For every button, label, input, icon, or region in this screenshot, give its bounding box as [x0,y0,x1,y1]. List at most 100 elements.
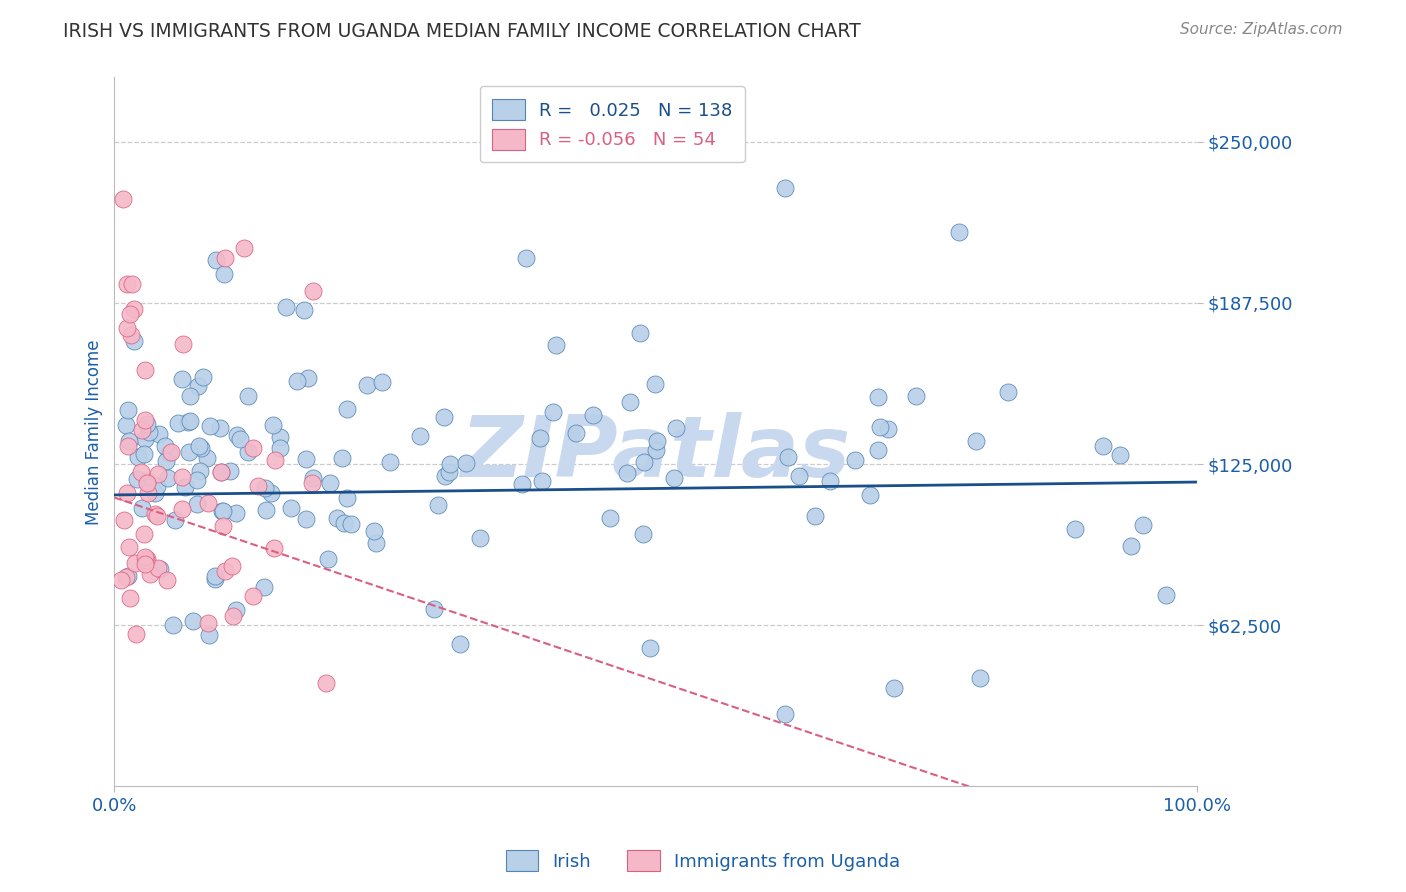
Point [869,420,891,434]
Point [156,470,179,484]
Point [172,337,194,351]
Point [233,242,256,256]
Point [1108,448,1130,462]
Point [204,572,226,586]
Point [209,465,232,479]
Point [219,464,242,478]
Point [318,475,340,490]
Point [190,441,212,455]
Point [170,470,193,484]
Point [148,467,170,481]
Point [336,491,359,505]
Point [208,420,231,434]
Point [115,417,138,432]
Point [263,541,285,555]
Point [160,445,183,459]
Point [644,377,666,392]
Point [1119,539,1142,553]
Point [868,390,890,404]
Point [645,443,668,458]
Point [330,451,353,466]
Point [195,451,218,466]
Point [112,192,135,206]
Point [260,486,283,500]
Point [179,445,201,459]
Point [378,455,401,469]
Point [564,425,586,440]
Point [153,439,176,453]
Point [131,465,153,479]
Point [197,615,219,630]
Point [433,409,456,424]
Point [138,425,160,439]
Point [221,559,243,574]
Point [229,432,252,446]
Text: ZIPatlas: ZIPatlas [460,411,851,494]
Point [274,300,297,314]
Point [633,455,655,469]
Point [264,453,287,467]
Point [366,536,388,550]
Point [449,637,471,651]
Point [363,524,385,538]
Point [546,338,568,352]
Point [135,417,157,432]
Point [136,475,159,490]
Point [269,430,291,444]
Point [315,676,337,690]
Point [904,389,927,403]
Point [225,506,247,520]
Point [117,403,139,417]
Point [253,580,276,594]
Point [242,442,264,456]
Point [170,372,193,386]
Point [115,486,138,500]
Point [647,434,669,448]
Point [162,618,184,632]
Point [112,513,135,527]
Point [422,602,444,616]
Point [269,441,291,455]
Point [134,433,156,447]
Point [969,671,991,685]
Point [134,557,156,571]
Point [426,498,449,512]
Point [114,570,136,584]
Point [143,507,166,521]
Point [121,277,143,291]
Point [434,469,457,483]
Point [149,561,172,575]
Point [787,468,810,483]
Point [948,225,970,239]
Point [638,641,661,656]
Point [295,512,318,526]
Point [143,486,166,500]
Point [165,513,187,527]
Point [333,516,356,530]
Point [166,417,188,431]
Point [599,511,621,525]
Point [371,375,394,389]
Point [965,434,987,449]
Point [616,466,638,480]
Point [145,479,167,493]
Point [117,434,139,448]
Text: IRISH VS IMMIGRANTS FROM UGANDA MEDIAN FAMILY INCOME CORRELATION CHART: IRISH VS IMMIGRANTS FROM UGANDA MEDIAN F… [63,22,860,41]
Point [1091,439,1114,453]
Point [818,474,841,488]
Point [844,452,866,467]
Point [198,419,221,434]
Point [253,482,276,496]
Point [214,564,236,578]
Point [124,556,146,570]
Point [115,321,138,335]
Point [214,252,236,266]
Point [138,566,160,581]
Point [236,389,259,403]
Point [125,472,148,486]
Legend: R =   0.025   N = 138, R = -0.056   N = 54: R = 0.025 N = 138, R = -0.056 N = 54 [479,87,745,162]
Point [997,385,1019,400]
Point [295,451,318,466]
Point [156,573,179,587]
Point [117,277,139,291]
